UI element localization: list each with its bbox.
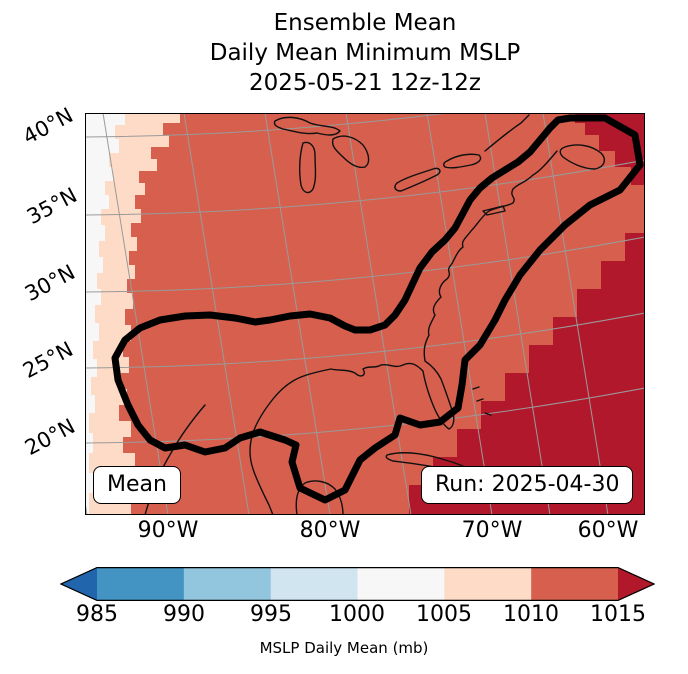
lat-label-35n: 35°N xyxy=(22,182,82,230)
cbar-tick-1015: 1015 xyxy=(590,602,646,627)
colorbar-over-arrow xyxy=(618,567,655,601)
pressure-fill-low-band xyxy=(85,113,180,515)
colorbar-seg-1005-1010 xyxy=(444,567,532,601)
cbar-tick-1000: 1000 xyxy=(329,602,385,627)
graticule xyxy=(85,113,645,515)
pressure-fill-white-band xyxy=(85,113,125,515)
lon-label-60w: 60°W xyxy=(577,518,639,543)
lon-label-70w: 70°W xyxy=(461,518,523,543)
colorbar-seg-1010-1015 xyxy=(531,567,618,601)
colorbar-seg-995-1000 xyxy=(270,567,359,601)
cbar-tick-990: 990 xyxy=(163,602,205,627)
map-canvas xyxy=(85,113,645,515)
cbar-tick-985: 985 xyxy=(76,602,118,627)
lat-label-20n: 20°N xyxy=(20,413,80,461)
colorbar xyxy=(60,567,655,601)
cbar-tick-1010: 1010 xyxy=(503,602,559,627)
colorbar-axis-label: MSLP Daily Mean (mb) xyxy=(259,639,429,657)
colorbar-under-arrow xyxy=(60,567,97,601)
lon-label-80w: 80°W xyxy=(299,518,361,543)
chart-title: Ensemble Mean Daily Mean Minimum MSLP 20… xyxy=(42,8,688,98)
lat-label-25n: 25°N xyxy=(18,336,78,384)
title-line-2: Daily Mean Minimum MSLP xyxy=(209,40,521,66)
title-line-1: Ensemble Mean xyxy=(273,10,457,36)
colorbar-seg-990-995 xyxy=(183,567,272,601)
colorbar-seg-1000-1005 xyxy=(357,567,445,601)
colorbar-outline xyxy=(60,567,655,601)
cbar-tick-1005: 1005 xyxy=(416,602,472,627)
mean-label-box: Mean xyxy=(93,466,181,504)
lat-label-40n: 40°N xyxy=(18,102,78,150)
map-frame xyxy=(85,113,645,515)
colorbar-seg-985-990 xyxy=(97,567,185,601)
title-line-3: 2025-05-21 12z-12z xyxy=(249,70,481,96)
lon-label-90w: 90°W xyxy=(137,518,199,543)
lat-label-30n: 30°N xyxy=(20,259,80,307)
cbar-tick-995: 995 xyxy=(250,602,292,627)
feature-contour xyxy=(111,114,644,504)
run-date-box: Run: 2025-04-30 xyxy=(421,466,634,504)
